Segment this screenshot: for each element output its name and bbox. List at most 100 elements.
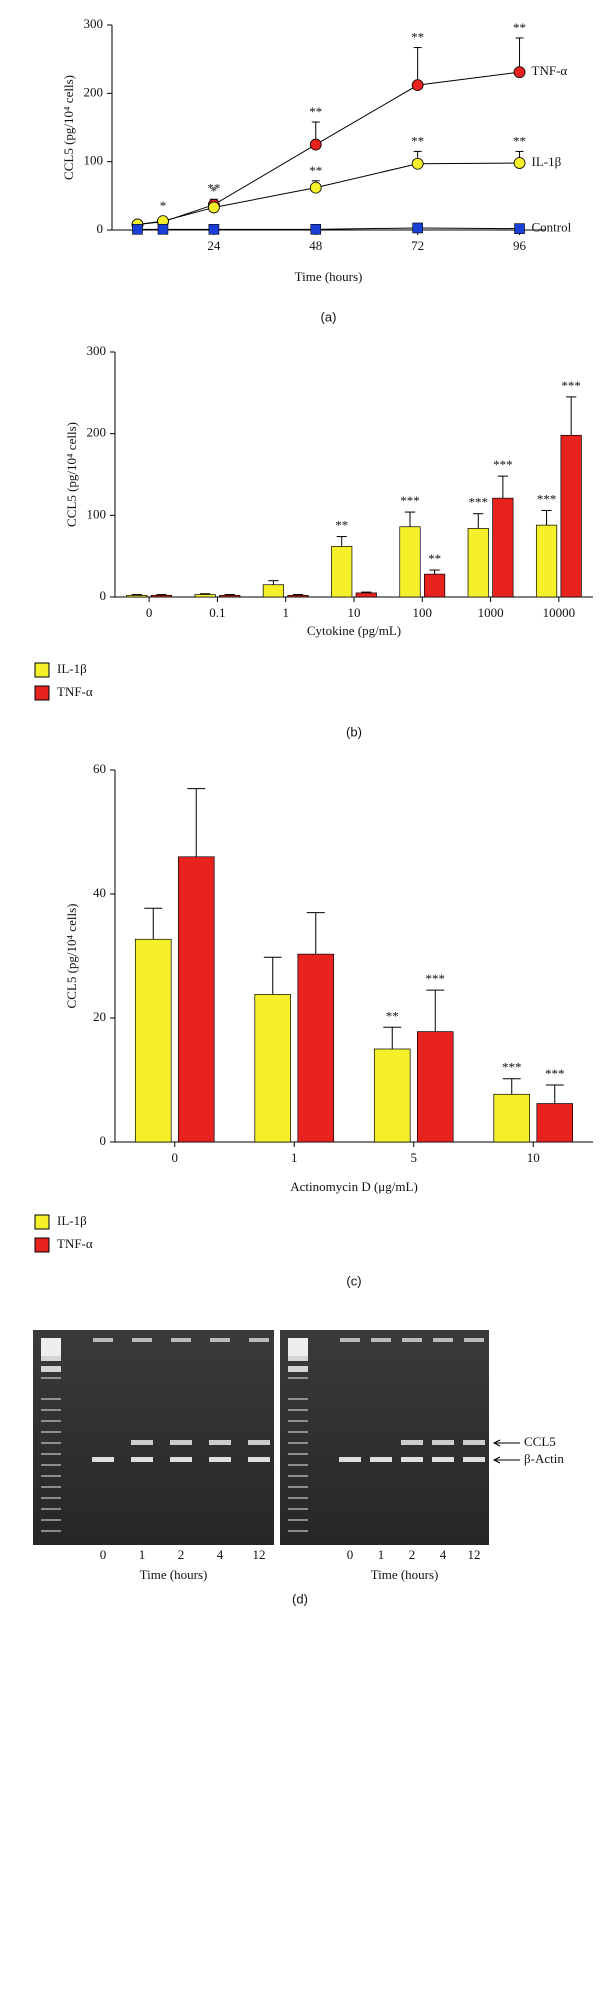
series-line — [137, 71, 520, 226]
significance: ** — [309, 104, 322, 119]
marker — [309, 181, 322, 194]
lane-label: 0 — [347, 1547, 354, 1562]
series-label: TNF-α — [532, 63, 568, 78]
lane-label: 0 — [100, 1547, 107, 1562]
series-label: Control — [532, 220, 572, 235]
marker — [513, 66, 526, 79]
panel-label: (d) — [292, 1591, 308, 1606]
bar — [287, 595, 309, 598]
y-axis-label: CCL5 (pg/10⁴ cells) — [64, 904, 79, 1009]
ccl5-band — [401, 1440, 423, 1445]
ladder-band — [41, 1377, 61, 1379]
bar — [177, 856, 215, 1143]
significance: ** — [513, 20, 526, 35]
bar — [126, 595, 148, 598]
legend-label: TNF-α — [57, 684, 93, 699]
legend-swatch — [34, 1214, 50, 1230]
bar — [467, 528, 489, 598]
marker — [309, 138, 322, 151]
actin-band — [401, 1457, 423, 1462]
gel-left — [33, 1330, 274, 1545]
ladder-band — [288, 1475, 308, 1477]
ccl5-band — [432, 1440, 454, 1445]
lane-label: 4 — [440, 1547, 447, 1562]
ladder-band — [288, 1420, 308, 1422]
significance: ** — [309, 163, 322, 178]
panel-label: (b) — [346, 724, 362, 739]
ccl5-band — [463, 1440, 485, 1445]
y-tick-label: 100 — [87, 506, 107, 521]
x-tick-label: 0 — [172, 1150, 179, 1165]
legend-label: IL-1β — [57, 661, 87, 676]
significance: *** — [400, 493, 420, 508]
actin-band — [339, 1457, 361, 1462]
ladder-band — [288, 1355, 308, 1361]
actin-band — [92, 1457, 114, 1462]
bar — [536, 1103, 574, 1143]
x-tick-label: 10000 — [543, 605, 576, 620]
ladder-band — [41, 1475, 61, 1477]
marker — [208, 224, 220, 235]
actin-band — [248, 1457, 270, 1462]
bar — [493, 1093, 531, 1143]
well — [464, 1338, 484, 1342]
x-tick-label: 24 — [207, 238, 221, 253]
significance: *** — [502, 1060, 522, 1075]
well — [340, 1338, 360, 1342]
well — [433, 1338, 453, 1342]
series-line — [137, 227, 520, 230]
bar — [254, 994, 292, 1143]
y-tick-label: 200 — [84, 84, 104, 99]
x-tick-label: 10 — [348, 605, 361, 620]
x-tick-label: 0.1 — [209, 605, 225, 620]
bar — [219, 595, 241, 598]
y-tick-label: 100 — [84, 153, 104, 168]
ladder-band — [41, 1355, 61, 1361]
arrow-head — [492, 1456, 501, 1464]
ladder-band — [41, 1464, 61, 1466]
y-tick-label: 0 — [100, 588, 107, 603]
ladder-band — [41, 1431, 61, 1433]
marker — [514, 223, 525, 234]
well — [210, 1338, 230, 1342]
ladder-band — [41, 1398, 61, 1400]
ccl5-band — [170, 1440, 192, 1445]
x-axis-label: Time (hours) — [295, 269, 363, 284]
ladder-band — [41, 1497, 61, 1499]
bar — [194, 594, 216, 598]
significance: *** — [545, 1066, 565, 1081]
y-tick-label: 300 — [87, 343, 107, 358]
significance: *** — [426, 971, 446, 986]
well — [249, 1338, 269, 1342]
ladder-band — [288, 1508, 308, 1510]
ccl5-band — [209, 1440, 231, 1445]
significance: *** — [469, 495, 489, 510]
ladder-band — [288, 1409, 308, 1411]
legend-label: TNF-α — [57, 1236, 93, 1251]
significance: ** — [411, 30, 424, 45]
significance: ** — [513, 133, 526, 148]
gel-x-label: Time (hours) — [140, 1567, 208, 1582]
bar — [492, 497, 514, 598]
bar — [297, 953, 335, 1143]
y-tick-label: 60 — [93, 761, 106, 776]
arrow-head — [492, 1439, 501, 1447]
y-axis-label: CCL5 (pg/10⁴ cells) — [64, 422, 79, 527]
significance: *** — [561, 378, 581, 393]
lane-label: 12 — [468, 1547, 481, 1562]
x-tick-label: 96 — [513, 238, 527, 253]
bar — [423, 573, 446, 598]
x-tick-label: 1000 — [478, 605, 504, 620]
x-tick-label: 0 — [146, 605, 153, 620]
actin-band — [170, 1457, 192, 1462]
ladder-band — [41, 1508, 61, 1510]
actin-band — [209, 1457, 231, 1462]
well — [132, 1338, 152, 1342]
gel-x-label: Time (hours) — [371, 1567, 439, 1582]
ladder-band — [288, 1530, 308, 1532]
marker — [411, 79, 424, 92]
bar — [134, 938, 172, 1143]
x-tick-label: 72 — [411, 238, 424, 253]
bar — [535, 524, 558, 598]
ladder-band — [41, 1366, 61, 1372]
